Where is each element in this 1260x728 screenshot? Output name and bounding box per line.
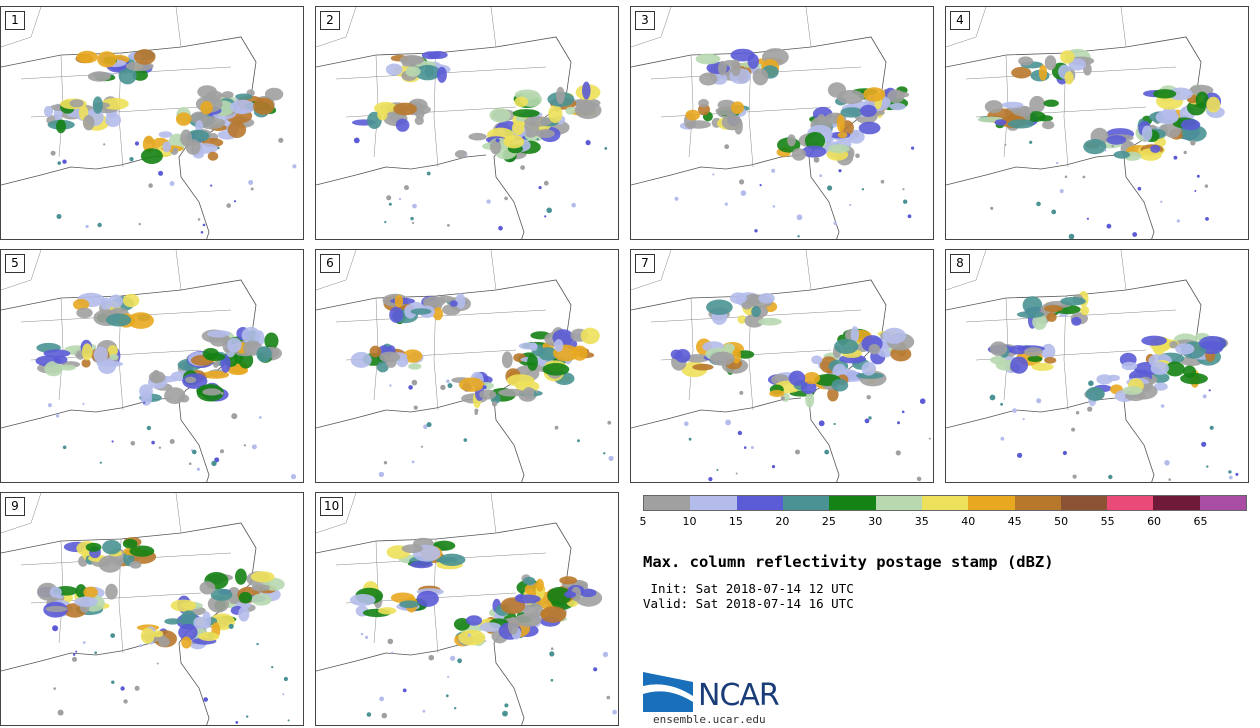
colorbar-segment [1153,496,1200,510]
valid-time: Valid: Sat 2018-07-14 16 UTC [643,596,854,611]
reflectivity-map [316,250,614,482]
colorbar-segment [1014,496,1061,510]
reflectivity-map [1,7,297,239]
colorbar-tick-label: 30 [868,515,883,528]
colorbar-tick-label: 50 [1054,515,1069,528]
stamp-panel-8: 8 [945,249,1249,483]
reflectivity-map [316,7,608,239]
reflectivity-map [1,493,290,725]
figure-title: Max. column reflectivity postage stamp (… [643,553,1054,571]
panel-number: 1 [5,11,25,30]
colorbar-tick-label: 15 [728,515,743,528]
stamp-panel-7: 7 [630,249,934,483]
colorbar-tick-label: 45 [1007,515,1022,528]
reflectivity-map [1,250,297,482]
reflectivity-map [946,7,1225,239]
panel-number: 4 [950,11,970,30]
stamp-panel-5: 5 [0,249,304,483]
panel-number: 9 [5,497,25,516]
logo-name: NCAR [698,678,780,713]
stamp-panel-3: 3 [630,6,934,240]
stamp-panel-6: 6 [315,249,619,483]
colorbar-tick-label: 60 [1147,515,1162,528]
colorbar-tick-label: 10 [682,515,697,528]
stamp-panel-4: 4 [945,6,1249,240]
panel-number: 2 [320,11,340,30]
panel-number: 6 [320,254,340,273]
panel-number: 3 [635,11,655,30]
colorbar-segment [921,496,969,510]
stamp-panel-10: 10 [315,492,619,726]
init-time: Init: Sat 2018-07-14 12 UTC [643,581,854,596]
panel-number: 7 [635,254,655,273]
panel-number: 10 [320,497,344,516]
stamp-panel-9: 9 [0,492,304,726]
colorbar-segment [829,496,876,510]
colorbar-tick-label: 65 [1193,515,1208,528]
colorbar-tick-label: 5 [639,515,647,528]
colorbar-segment [1060,496,1108,510]
stamp-panel-1: 1 [0,6,304,240]
panel-number: 5 [5,254,25,273]
colorbar-tick-label: 55 [1100,515,1115,528]
colorbar-tick-label: 25 [821,515,836,528]
colorbar-segment [968,496,1015,510]
stamp-panel-2: 2 [315,6,619,240]
reflectivity-map [631,7,915,239]
colorbar-segment [644,496,691,510]
colorbar-tick-label: 20 [775,515,790,528]
reflectivity-map [631,250,931,482]
reflectivity-map [946,250,1239,482]
colorbar-tick-label: 35 [914,515,929,528]
colorbar-segment [875,496,922,510]
logo-url: ensemble.ucar.edu [653,713,766,726]
colorbar-tick-label: 40 [961,515,976,528]
colorbar-segment [1199,496,1247,510]
ncar-logo-icon [643,672,693,712]
colorbar-segment [736,496,783,510]
colorbar-segment [1107,496,1154,510]
reflectivity-map [316,493,617,725]
colorbar-segment [690,496,737,510]
colorbar-ticks: 5 10 15 20 25 30 35 40 45 50 55 60 65 [639,515,1247,529]
reflectivity-colorbar [643,495,1247,511]
colorbar-segment [782,496,830,510]
panel-number: 8 [950,254,970,273]
